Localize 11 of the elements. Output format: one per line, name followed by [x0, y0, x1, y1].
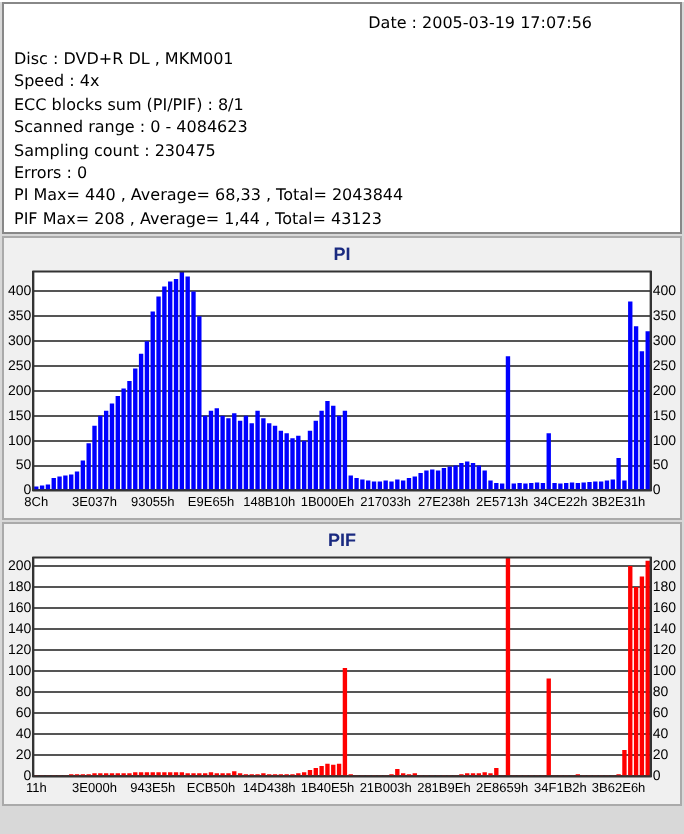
- text: PI Max= 440 , Average= 68,33 , Total= 2043844: [14, 184, 406, 208]
- text: PIF Max= 208 , Average= 1,44 , Total= 43123: [14, 207, 384, 231]
- text: Errors : 0: [14, 162, 90, 185]
- chart-title: PI: [333, 243, 351, 264]
- text: Disc : DVD+R DL , MKM001: [14, 48, 236, 71]
- text: ECC blocks sum (PI/PIF) : 8/1: [14, 93, 246, 117]
- chart-title: PIF: [327, 529, 357, 550]
- text: Speed : 4x: [14, 70, 102, 94]
- text: Date : 2005-03-19 17:07:56: [366, 12, 594, 36]
- text: Sampling count : 230475: [14, 139, 218, 163]
- text: Scanned range : 0 - 4084623: [14, 116, 250, 140]
